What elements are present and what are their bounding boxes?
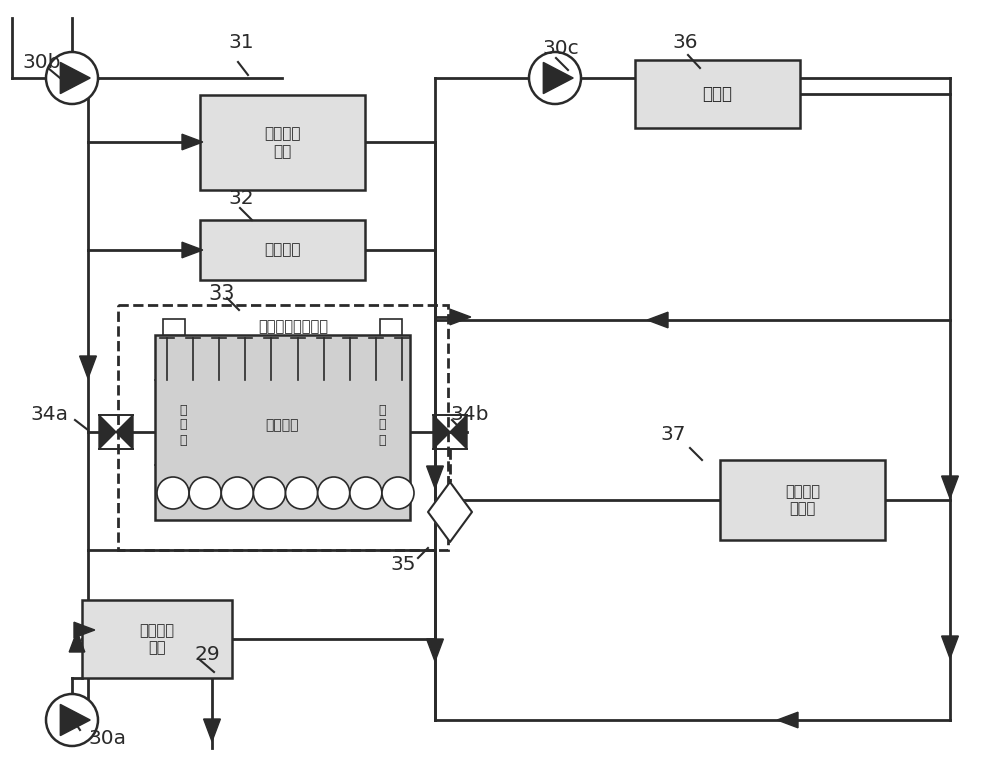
Circle shape bbox=[46, 52, 98, 104]
Text: 29: 29 bbox=[195, 646, 221, 665]
Polygon shape bbox=[647, 312, 668, 328]
Bar bbox=[155, 335, 410, 520]
Polygon shape bbox=[777, 712, 798, 728]
Polygon shape bbox=[74, 622, 95, 638]
Circle shape bbox=[157, 477, 189, 509]
Polygon shape bbox=[116, 415, 133, 449]
Text: 32: 32 bbox=[228, 188, 254, 208]
Polygon shape bbox=[60, 704, 90, 736]
Polygon shape bbox=[204, 719, 220, 741]
Text: 缸套水冷
却系统: 缸套水冷 却系统 bbox=[785, 483, 820, 516]
Circle shape bbox=[46, 694, 98, 746]
Polygon shape bbox=[543, 62, 573, 94]
Polygon shape bbox=[428, 482, 472, 542]
Polygon shape bbox=[427, 466, 443, 488]
Polygon shape bbox=[450, 309, 471, 325]
Polygon shape bbox=[942, 476, 958, 498]
Circle shape bbox=[318, 477, 350, 509]
Text: 空冷系统: 空冷系统 bbox=[264, 242, 301, 258]
Circle shape bbox=[382, 477, 414, 509]
Polygon shape bbox=[69, 631, 85, 652]
Circle shape bbox=[286, 477, 318, 509]
Text: 30c: 30c bbox=[542, 38, 579, 58]
Text: 30a: 30a bbox=[88, 729, 126, 747]
Text: 33: 33 bbox=[209, 284, 235, 304]
Bar bbox=[635, 60, 800, 128]
Text: 发动机: 发动机 bbox=[702, 85, 732, 103]
Text: 34b: 34b bbox=[450, 405, 488, 425]
Text: 出
液
口: 出 液 口 bbox=[378, 404, 386, 447]
Circle shape bbox=[189, 477, 221, 509]
Polygon shape bbox=[60, 62, 90, 94]
Bar bbox=[720, 460, 885, 540]
Polygon shape bbox=[182, 134, 203, 150]
Bar bbox=[380, 319, 402, 335]
Polygon shape bbox=[80, 356, 96, 379]
Bar bbox=[200, 95, 365, 190]
Text: 滑油冷却
系统: 滑油冷却 系统 bbox=[264, 127, 301, 159]
Text: 相变材料: 相变材料 bbox=[265, 418, 299, 432]
Text: 31: 31 bbox=[228, 33, 254, 52]
Text: 开式海水
冷却: 开式海水 冷却 bbox=[140, 622, 175, 655]
Circle shape bbox=[350, 477, 382, 509]
Polygon shape bbox=[427, 639, 443, 662]
Text: 进
液
口: 进 液 口 bbox=[179, 404, 187, 447]
Text: 30b: 30b bbox=[22, 52, 60, 72]
Circle shape bbox=[529, 52, 581, 104]
Bar bbox=[200, 220, 365, 280]
Circle shape bbox=[221, 477, 253, 509]
Polygon shape bbox=[942, 636, 958, 658]
Polygon shape bbox=[99, 415, 116, 449]
Polygon shape bbox=[450, 415, 467, 449]
Bar bbox=[118, 305, 448, 550]
Bar bbox=[163, 319, 185, 335]
Text: 储能装置冷却系统: 储能装置冷却系统 bbox=[258, 319, 328, 334]
Polygon shape bbox=[433, 415, 450, 449]
Bar bbox=[82, 600, 232, 678]
Polygon shape bbox=[182, 242, 203, 258]
Text: 34a: 34a bbox=[30, 405, 68, 425]
Text: 35: 35 bbox=[390, 555, 416, 575]
Text: 36: 36 bbox=[672, 33, 698, 52]
Circle shape bbox=[253, 477, 285, 509]
Text: 37: 37 bbox=[660, 426, 686, 444]
